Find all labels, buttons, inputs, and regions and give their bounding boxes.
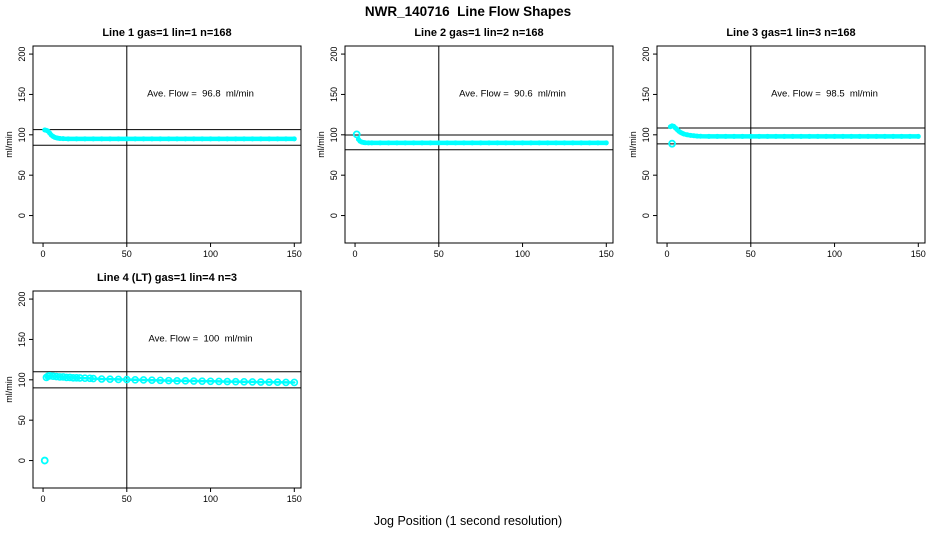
svg-text:150: 150 <box>17 332 27 347</box>
svg-text:150: 150 <box>287 249 302 259</box>
svg-text:100: 100 <box>515 249 530 259</box>
svg-text:50: 50 <box>329 170 339 180</box>
subplot-line-4-plot-area: 0 50 100 150 0 50 100 150 200 ml/min <box>4 290 302 504</box>
svg-text:200: 200 <box>329 47 339 62</box>
svg-text:ml/min: ml/min <box>4 376 14 403</box>
svg-text:50: 50 <box>122 249 132 259</box>
svg-text:0: 0 <box>41 249 46 259</box>
svg-text:200: 200 <box>17 47 27 62</box>
svg-text:100: 100 <box>329 127 339 142</box>
subplot-line-1: Line 1 gas=1 lin=1 n=168 0 50 100 150 0 50 100… <box>0 25 312 270</box>
subplot-line-3-ave-flow-annotation: Ave. Flow = 98.5 ml/min <box>771 88 878 100</box>
svg-text:100: 100 <box>17 372 27 387</box>
svg-text:200: 200 <box>17 292 27 307</box>
svg-text:100: 100 <box>203 249 218 259</box>
svg-text:100: 100 <box>641 127 651 142</box>
svg-text:200: 200 <box>641 47 651 62</box>
svg-text:50: 50 <box>641 170 651 180</box>
x-axis-label: Jog Position (1 second resolution) <box>373 514 563 528</box>
svg-text:100: 100 <box>17 127 27 142</box>
svg-text:0: 0 <box>641 213 651 218</box>
subplot-line-4-title: Line 4 (LT) gas=1 lin=4 n=3 <box>96 272 238 284</box>
subplot-line-2-plot-area: 0 50 100 150 0 50 100 150 200 ml/min <box>316 45 614 259</box>
svg-text:50: 50 <box>122 494 132 504</box>
svg-text:150: 150 <box>17 87 27 102</box>
figure-title: NWR_140716 Line Flow Shapes <box>364 4 572 19</box>
svg-text:0: 0 <box>329 213 339 218</box>
subplot-line-2: Line 2 gas=1 lin=2 n=168 0 50 100 150 0 50 100… <box>312 25 624 270</box>
svg-text:50: 50 <box>17 170 27 180</box>
subplot-line-3-plot-area: 0 50 100 150 0 50 100 150 200 ml/min <box>628 45 926 259</box>
svg-text:0: 0 <box>353 249 358 259</box>
subplot-line-1-ave-flow-annotation: Ave. Flow = 96.8 ml/min <box>147 88 254 100</box>
subplot-line-4-ave-flow-annotation: Ave. Flow = 100 ml/min <box>148 333 253 345</box>
svg-text:0: 0 <box>17 458 27 463</box>
svg-text:50: 50 <box>746 249 756 259</box>
svg-text:150: 150 <box>287 494 302 504</box>
svg-text:ml/min: ml/min <box>316 131 326 158</box>
svg-text:0: 0 <box>41 494 46 504</box>
svg-text:0: 0 <box>665 249 670 259</box>
svg-text:ml/min: ml/min <box>628 131 638 158</box>
svg-text:50: 50 <box>17 415 27 425</box>
svg-text:50: 50 <box>434 249 444 259</box>
svg-text:ml/min: ml/min <box>4 131 14 158</box>
subplot-line-3-title: Line 3 gas=1 lin=3 n=168 <box>726 27 856 39</box>
svg-text:100: 100 <box>827 249 842 259</box>
subplot-line-2-ave-flow-annotation: Ave. Flow = 90.6 ml/min <box>459 88 566 100</box>
subplot-line-1-plot-area: 0 50 100 150 0 50 100 150 200 ml/min <box>4 45 302 259</box>
svg-text:150: 150 <box>329 87 339 102</box>
svg-text:100: 100 <box>203 494 218 504</box>
svg-text:150: 150 <box>599 249 614 259</box>
subplot-line-4: Line 4 (LT) gas=1 lin=4 n=3 0 50 100 150 0 50… <box>0 270 312 515</box>
svg-text:150: 150 <box>641 87 651 102</box>
subplot-line-3: Line 3 gas=1 lin=3 n=168 0 50 100 150 0 50 100… <box>624 25 936 270</box>
subplot-line-1-title: Line 1 gas=1 lin=1 n=168 <box>102 27 232 39</box>
svg-text:150: 150 <box>911 249 926 259</box>
svg-text:0: 0 <box>17 213 27 218</box>
subplot-line-2-title: Line 2 gas=1 lin=2 n=168 <box>414 27 544 39</box>
